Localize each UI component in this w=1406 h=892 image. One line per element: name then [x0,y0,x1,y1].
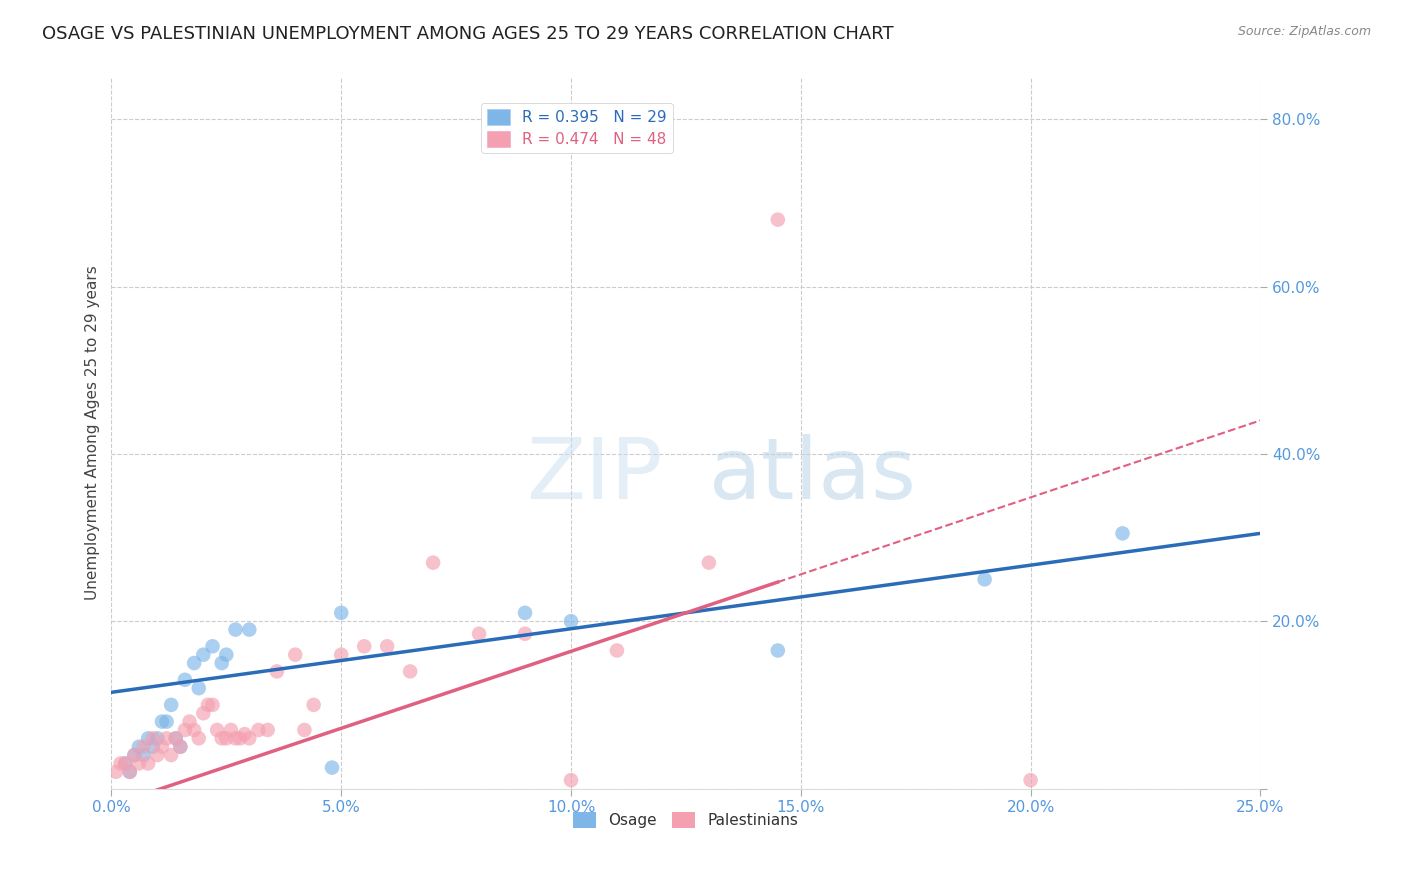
Point [187,681,209,695]
Text: atlas: atlas [709,434,917,517]
Point [201,640,224,654]
Point [766,212,789,227]
Point [238,731,260,746]
Point [155,714,177,729]
Point [353,640,375,654]
Point [375,640,398,654]
Point [146,731,169,746]
Point [238,623,260,637]
Text: Source: ZipAtlas.com: Source: ZipAtlas.com [1237,25,1371,38]
Point [165,731,187,746]
Point [174,673,197,687]
Point [193,706,215,721]
Point [179,714,201,729]
Point [169,739,191,754]
Point [422,556,444,570]
Point [766,643,789,657]
Text: OSAGE VS PALESTINIAN UNEMPLOYMENT AMONG AGES 25 TO 29 YEARS CORRELATION CHART: OSAGE VS PALESTINIAN UNEMPLOYMENT AMONG … [42,25,894,43]
Point [247,723,270,737]
Point [150,714,173,729]
Point [150,739,173,754]
Point [174,723,197,737]
Point [256,723,278,737]
Text: ZIP: ZIP [526,434,662,517]
Point [169,739,191,754]
Point [201,698,224,712]
Point [229,731,252,746]
Point [183,656,205,670]
Point [321,761,343,775]
Point [233,727,256,741]
Point [211,656,233,670]
Point [124,747,146,762]
Point [973,573,995,587]
Point [284,648,307,662]
Point [105,764,128,779]
Point [224,731,246,746]
Point [114,756,136,771]
Point [136,756,159,771]
Point [136,731,159,746]
Point [1111,526,1133,541]
Point [118,764,141,779]
Point [606,643,628,657]
Point [128,739,150,754]
Point [155,731,177,746]
Point [513,606,536,620]
Point [142,731,165,746]
Point [399,665,422,679]
Point [330,648,353,662]
Legend: Osage, Palestinians: Osage, Palestinians [567,806,804,834]
Point [160,698,183,712]
Point [302,698,325,712]
Point [224,623,246,637]
Point [118,764,141,779]
Point [197,698,219,712]
Point [146,747,169,762]
Point [193,648,215,662]
Point [187,731,209,746]
Y-axis label: Unemployment Among Ages 25 to 29 years: Unemployment Among Ages 25 to 29 years [86,266,100,600]
Point [560,773,582,788]
Point [132,747,155,762]
Point [128,756,150,771]
Point [215,648,238,662]
Point [330,606,353,620]
Point [205,723,228,737]
Point [211,731,233,746]
Point [124,747,146,762]
Point [560,614,582,628]
Point [110,756,132,771]
Point [294,723,316,737]
Point [132,739,155,754]
Point [513,626,536,640]
Point [266,665,288,679]
Point [165,731,187,746]
Point [1019,773,1042,788]
Point [160,747,183,762]
Point [183,723,205,737]
Point [219,723,242,737]
Point [142,739,165,754]
Point [697,556,720,570]
Point [468,626,491,640]
Point [114,756,136,771]
Point [215,731,238,746]
